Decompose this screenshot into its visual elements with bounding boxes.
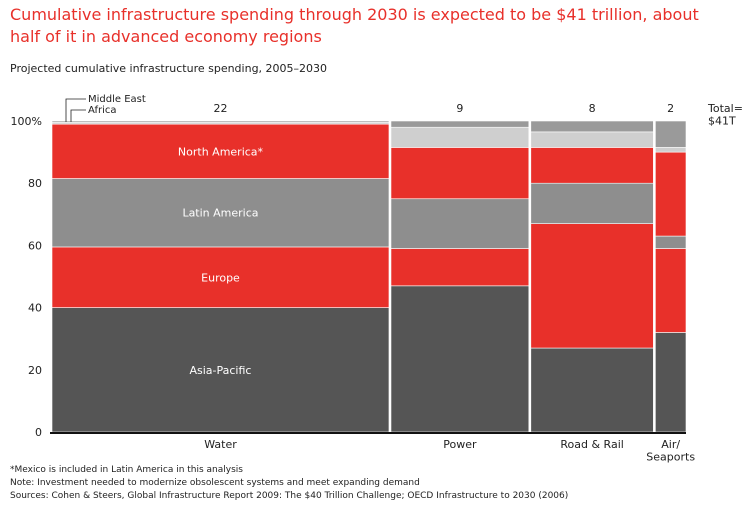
segment-asia-pacific: [390, 285, 530, 433]
column-total-label: 22: [213, 102, 227, 115]
y-tick-label: 20: [28, 364, 42, 377]
callout-line-africa: [70, 109, 86, 122]
segment-asia-pacific: [655, 332, 687, 433]
segment-latin-america: [51, 178, 390, 248]
y-tick-label: 80: [28, 177, 42, 190]
segment-label: Asia-Pacific: [189, 364, 251, 377]
chart-subtitle: Projected cumulative infrastructure spen…: [10, 62, 328, 75]
segment-middle-east: [655, 120, 687, 148]
segment-africa: [530, 131, 654, 148]
chart-title: Cumulative infrastructure spending throu…: [10, 5, 699, 46]
column-total-label: 9: [456, 102, 463, 115]
segment-north-america: [390, 147, 530, 200]
segment-middle-east: [51, 120, 390, 123]
segment-africa: [390, 126, 530, 148]
column-total-label: 8: [589, 102, 596, 115]
grand-total-label: Total= $41T: [707, 102, 743, 128]
segment-middle-east: [530, 120, 654, 133]
footnote-note: Note: Investment needed to modernize obs…: [10, 478, 420, 488]
category-label: Road & Rail: [560, 438, 623, 451]
segment-europe: [390, 248, 530, 287]
footnote-sources: Sources: Cohen & Steers, Global Infrastr…: [10, 491, 569, 501]
y-tick-label: 40: [28, 302, 42, 315]
callout-label-middle-east: Middle East: [88, 94, 146, 105]
segment-label: Europe: [201, 271, 240, 284]
segment-europe: [530, 223, 654, 349]
category-label: Water: [204, 438, 237, 451]
segment-latin-america: [655, 235, 687, 249]
segment-north-america: [530, 147, 654, 184]
segment-label: Latin America: [182, 207, 258, 220]
segment-label: North America*: [178, 145, 264, 158]
category-label: Air/Seaports: [646, 438, 695, 464]
segment-europe: [655, 248, 687, 333]
segment-latin-america: [390, 198, 530, 249]
segment-africa: [655, 147, 687, 153]
footnote-mexico: *Mexico is included in Latin America in …: [10, 465, 243, 475]
callout-label-africa: Africa: [88, 105, 117, 116]
y-tick-label: 0: [35, 426, 42, 439]
segment-asia-pacific: [530, 347, 654, 433]
category-label: Power: [443, 438, 477, 451]
segment-latin-america: [530, 182, 654, 224]
column-total-label: 2: [667, 102, 674, 115]
segment-europe: [51, 246, 390, 308]
segment-middle-east: [390, 120, 530, 128]
callout-line-middle-east: [65, 98, 86, 122]
segment-asia-pacific: [51, 307, 390, 433]
y-tick-label: 60: [28, 239, 42, 252]
y-tick-label: 100%: [11, 115, 42, 128]
segment-north-america: [655, 151, 687, 237]
